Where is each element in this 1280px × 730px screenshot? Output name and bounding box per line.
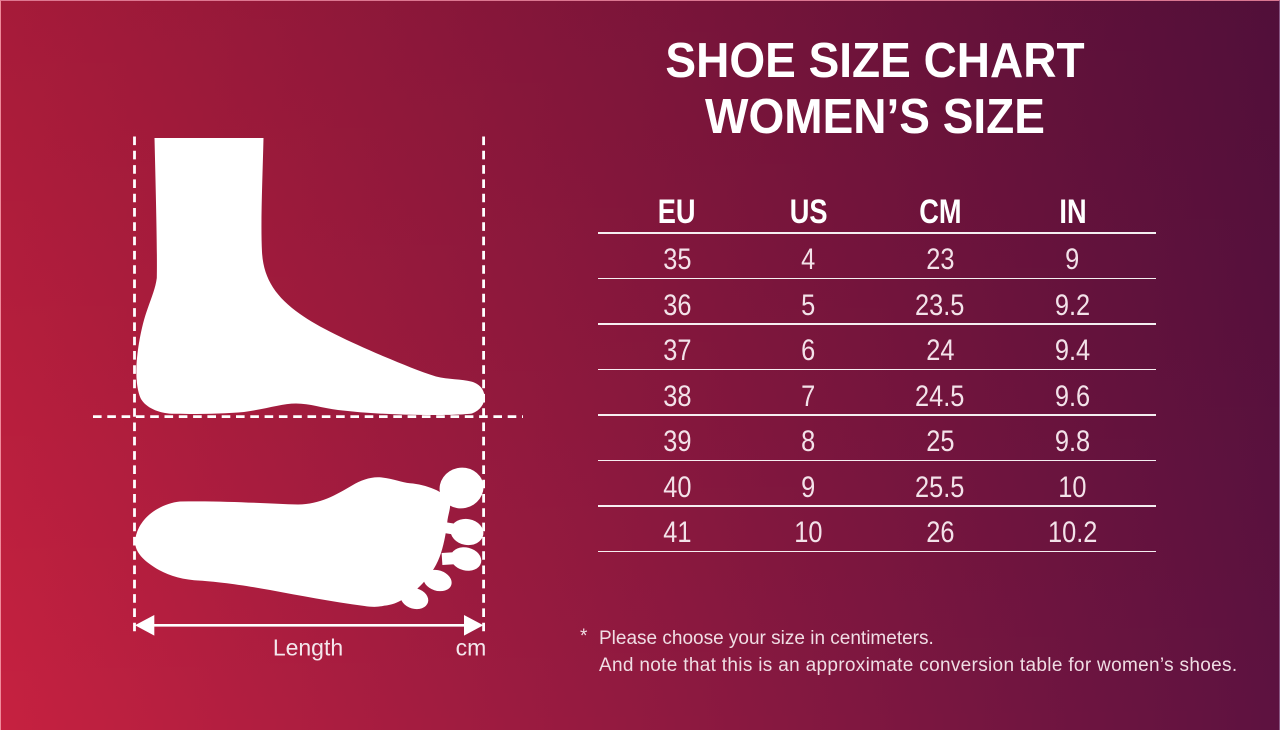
- svg-text:cm: cm: [456, 635, 487, 661]
- svg-text:Length: Length: [273, 635, 343, 661]
